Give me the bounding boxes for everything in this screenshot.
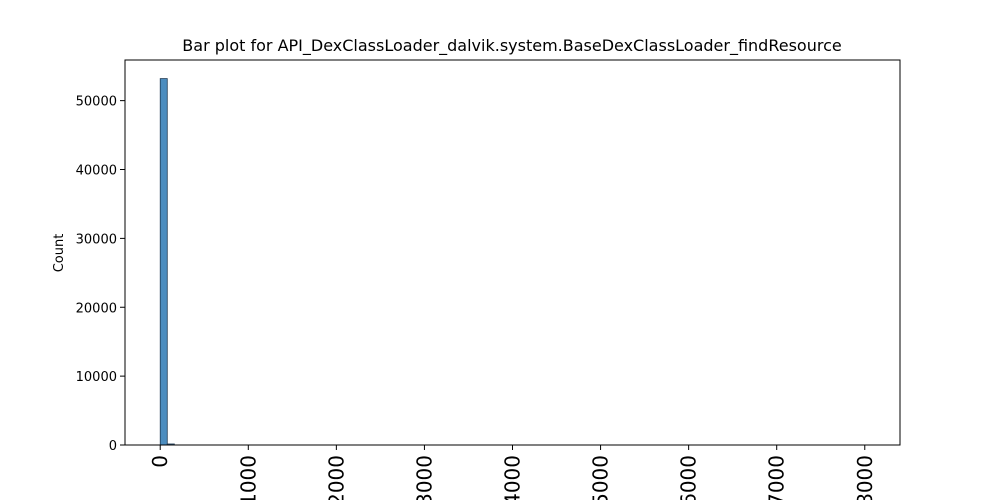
x-tick-label: 7000 [765, 455, 789, 500]
x-tick-label: 4000 [501, 455, 525, 500]
y-tick-label: 30000 [76, 232, 117, 247]
bars-group [159, 78, 175, 446]
chart-title: Bar plot for API_DexClassLoader_dalvik.s… [182, 36, 841, 56]
bar-0 [159, 78, 168, 446]
y-ticks: 0 10000 20000 30000 40000 50000 [76, 95, 125, 454]
x-tick-label: 1000 [236, 455, 260, 500]
x-tick-label: 5000 [589, 455, 613, 500]
y-tick-label: 40000 [76, 164, 117, 179]
x-tick-label: 2000 [324, 455, 348, 500]
plot-frame [124, 59, 901, 446]
x-tick-label: 0 [148, 455, 172, 468]
y-tick-label: 0 [109, 439, 117, 454]
x-tick-label: 8000 [853, 455, 877, 500]
x-ticks: 0 1000 2000 3000 4000 5000 6000 7000 8000 [148, 445, 877, 500]
y-tick-label: 20000 [76, 301, 117, 316]
y-axis-label: Count [52, 234, 67, 273]
x-tick-label: 3000 [412, 455, 436, 500]
x-tick-label: 6000 [677, 455, 701, 500]
y-tick-label: 50000 [76, 95, 117, 110]
y-tick-label: 10000 [76, 370, 117, 385]
